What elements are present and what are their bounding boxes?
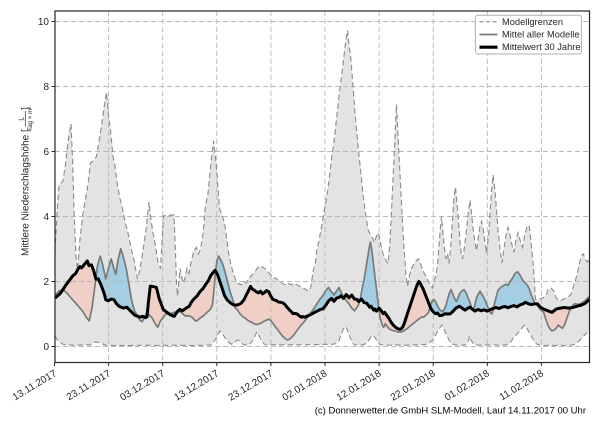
- svg-text:Mittel aller Modelle: Mittel aller Modelle: [502, 30, 580, 40]
- svg-text:8: 8: [43, 82, 49, 93]
- svg-text:6: 6: [43, 147, 49, 158]
- svg-text:L: L: [19, 117, 26, 121]
- svg-text:0: 0: [43, 342, 49, 353]
- svg-text:10: 10: [38, 17, 50, 28]
- svg-text:(c) Donnerwetter.de GmbH SLM-M: (c) Donnerwetter.de GmbH SLM-Modell, Lau…: [315, 406, 586, 417]
- svg-text:]: ]: [21, 107, 32, 110]
- svg-text:4: 4: [43, 212, 49, 223]
- svg-text:Modellgrenzen: Modellgrenzen: [502, 17, 563, 27]
- svg-text:Mittelwert 30 Jahre: Mittelwert 30 Jahre: [502, 42, 581, 52]
- svg-text:2: 2: [43, 277, 49, 288]
- svg-text:Tag × m²: Tag × m²: [27, 107, 34, 131]
- svg-text:Mittlere Niederschlagshöhe [: Mittlere Niederschlagshöhe [: [21, 129, 32, 256]
